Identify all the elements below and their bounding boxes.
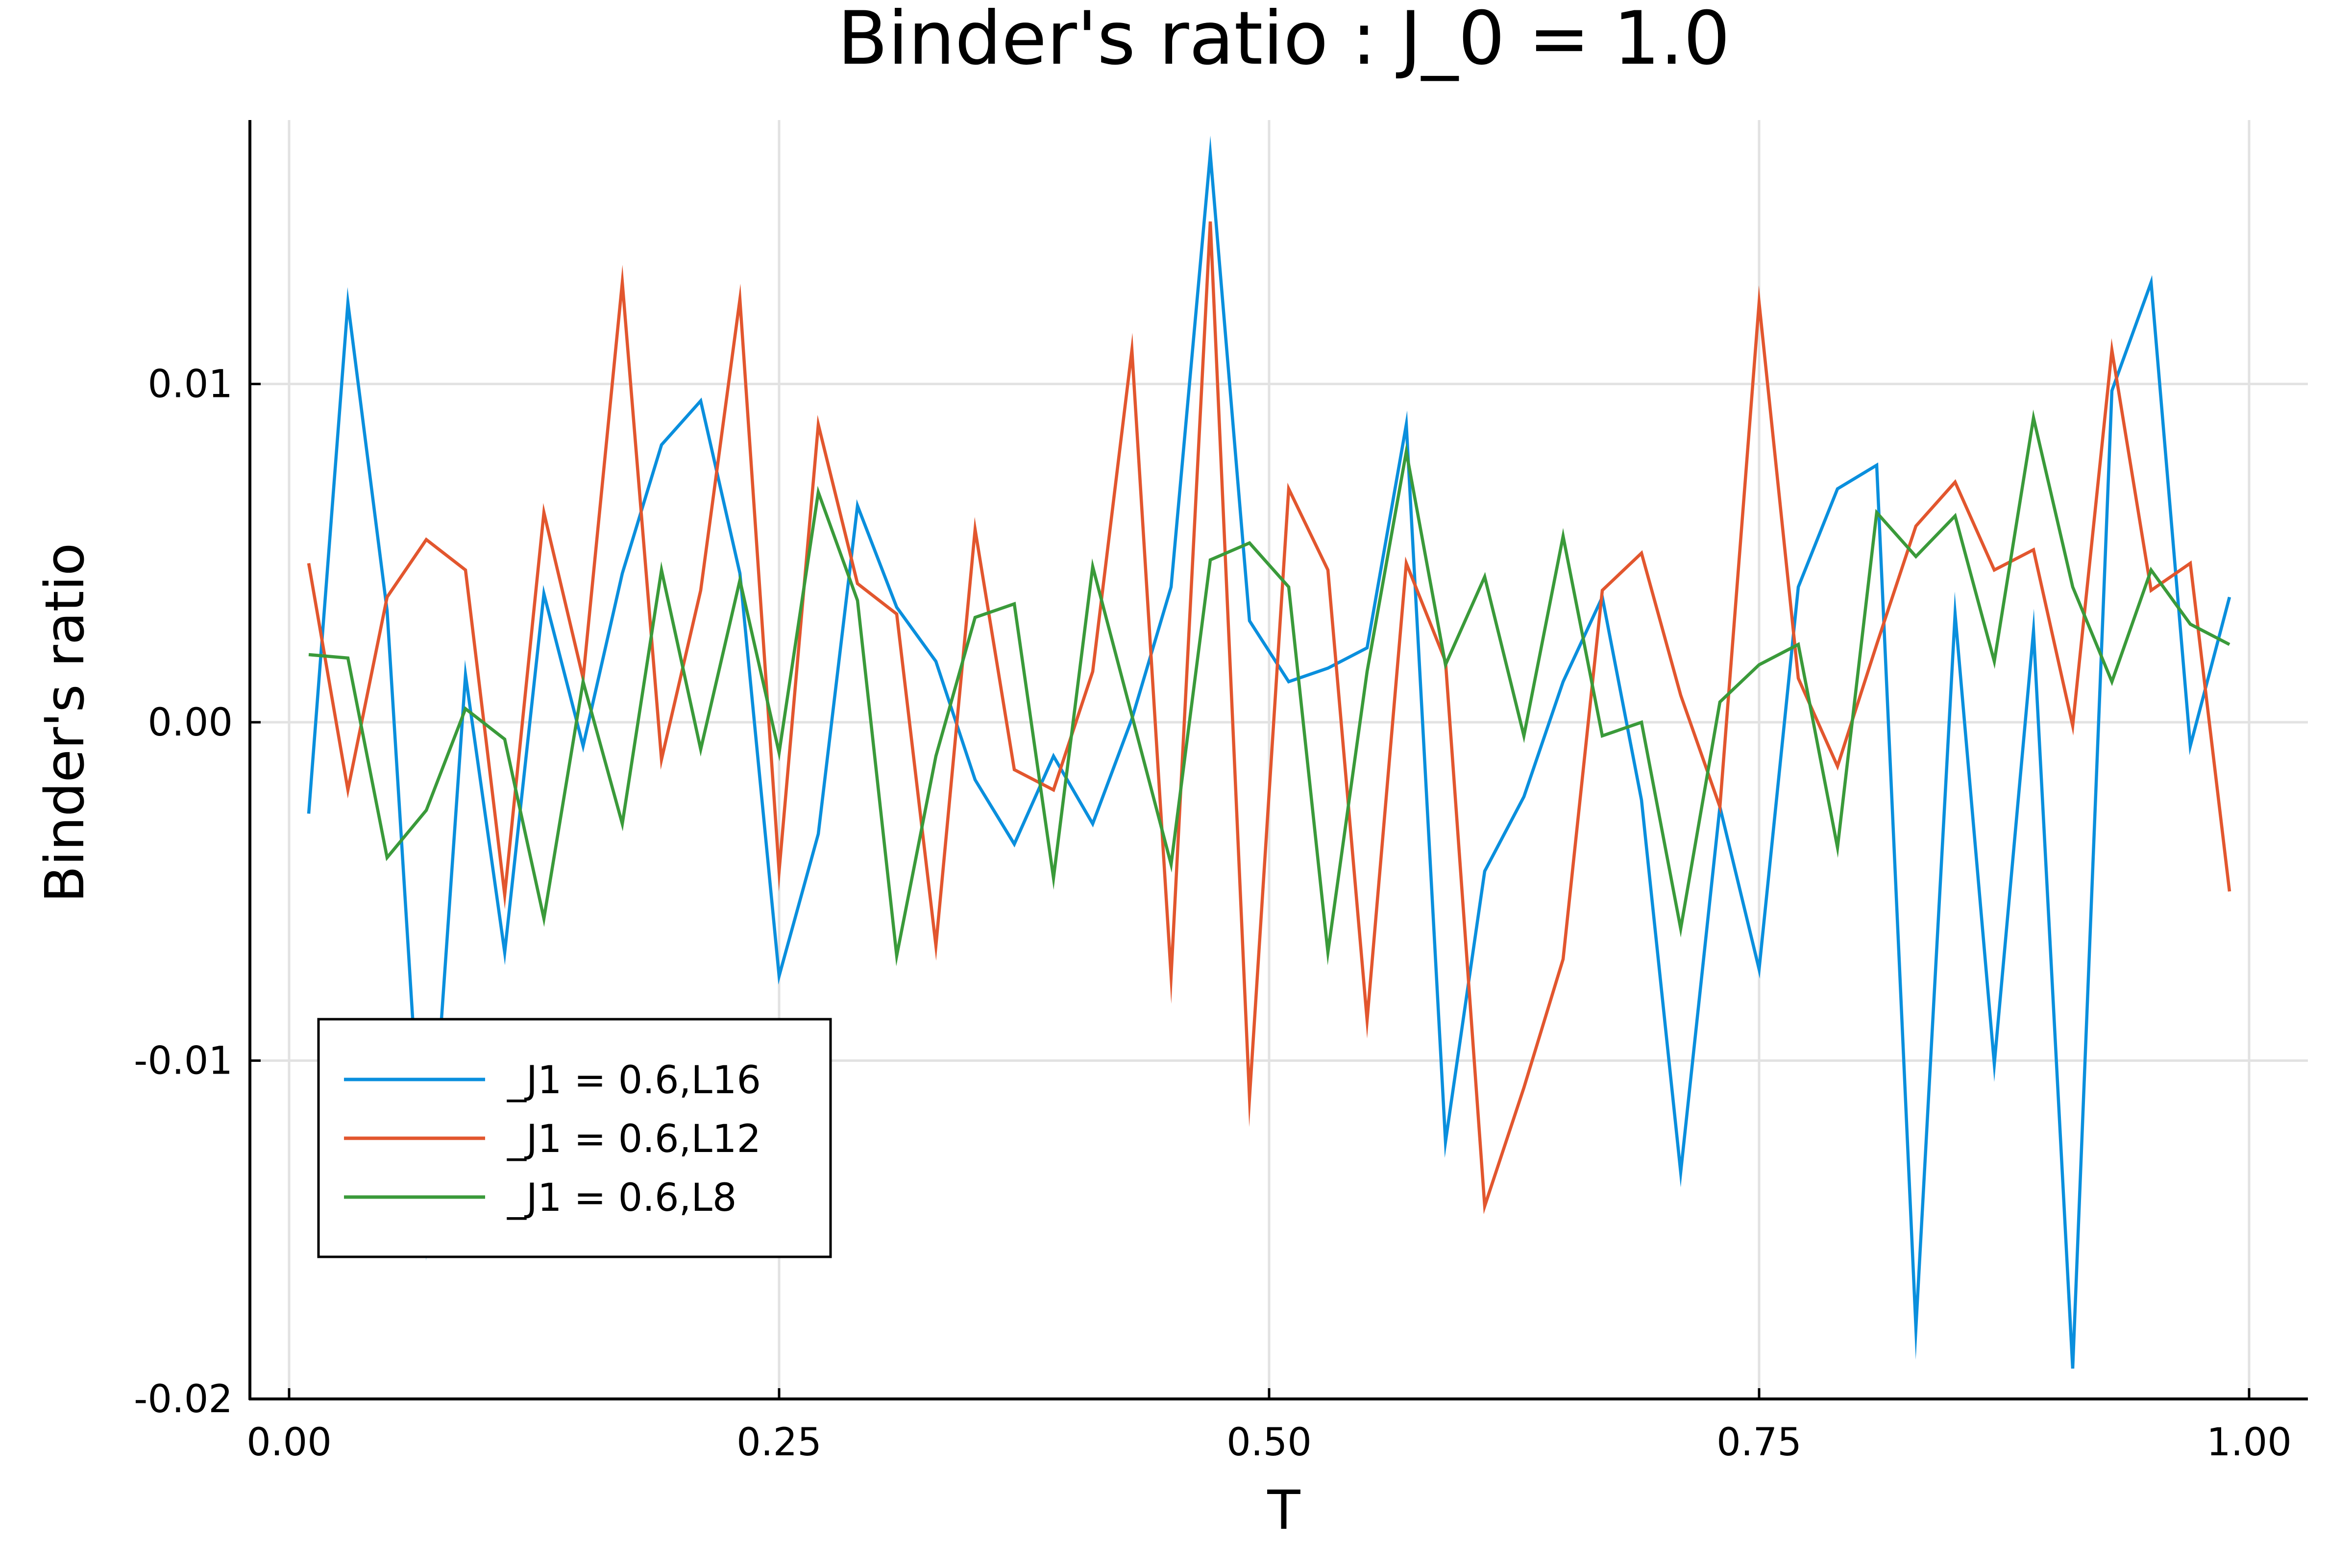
x-tick-label: 0.75 [1716,1421,1802,1465]
series-line-1 [307,135,2231,1369]
y-tick-label: -0.02 [134,1377,233,1421]
y-axis-label: Binder's ratio [33,543,96,903]
chart-title: Binder's ratio : J_0 = 1.0 [837,0,1730,81]
data-series [307,135,2231,1369]
tick-labels: 0.00 0.25 0.50 0.75 1.00 -0.02 -0.01 0.00 0.01 [134,363,2292,1465]
x-axis-label: T [1267,1479,1300,1542]
legend: _J1 = 0.6,L16 _J1 = 0.6,L12 _J1 = 0.6,L8 [317,1018,832,1258]
series-line-2 [307,221,2231,1214]
legend-label: _J1 = 0.6,L16 [507,1058,761,1102]
series-line-3 [308,409,2230,966]
x-tick-label: 0.25 [736,1421,822,1465]
y-tick-label: -0.01 [134,1039,233,1083]
legend-label: _J1 = 0.6,L8 [507,1176,737,1220]
axes [248,120,2308,1400]
x-tick-label: 1.00 [2206,1421,2292,1465]
y-tick-label: 0.01 [147,363,233,407]
y-tick-label: 0.00 [147,701,233,745]
x-tick-label: 0.50 [1226,1421,1312,1465]
x-tick-label: 0.00 [246,1421,332,1465]
legend-label: _J1 = 0.6,L12 [507,1117,761,1161]
